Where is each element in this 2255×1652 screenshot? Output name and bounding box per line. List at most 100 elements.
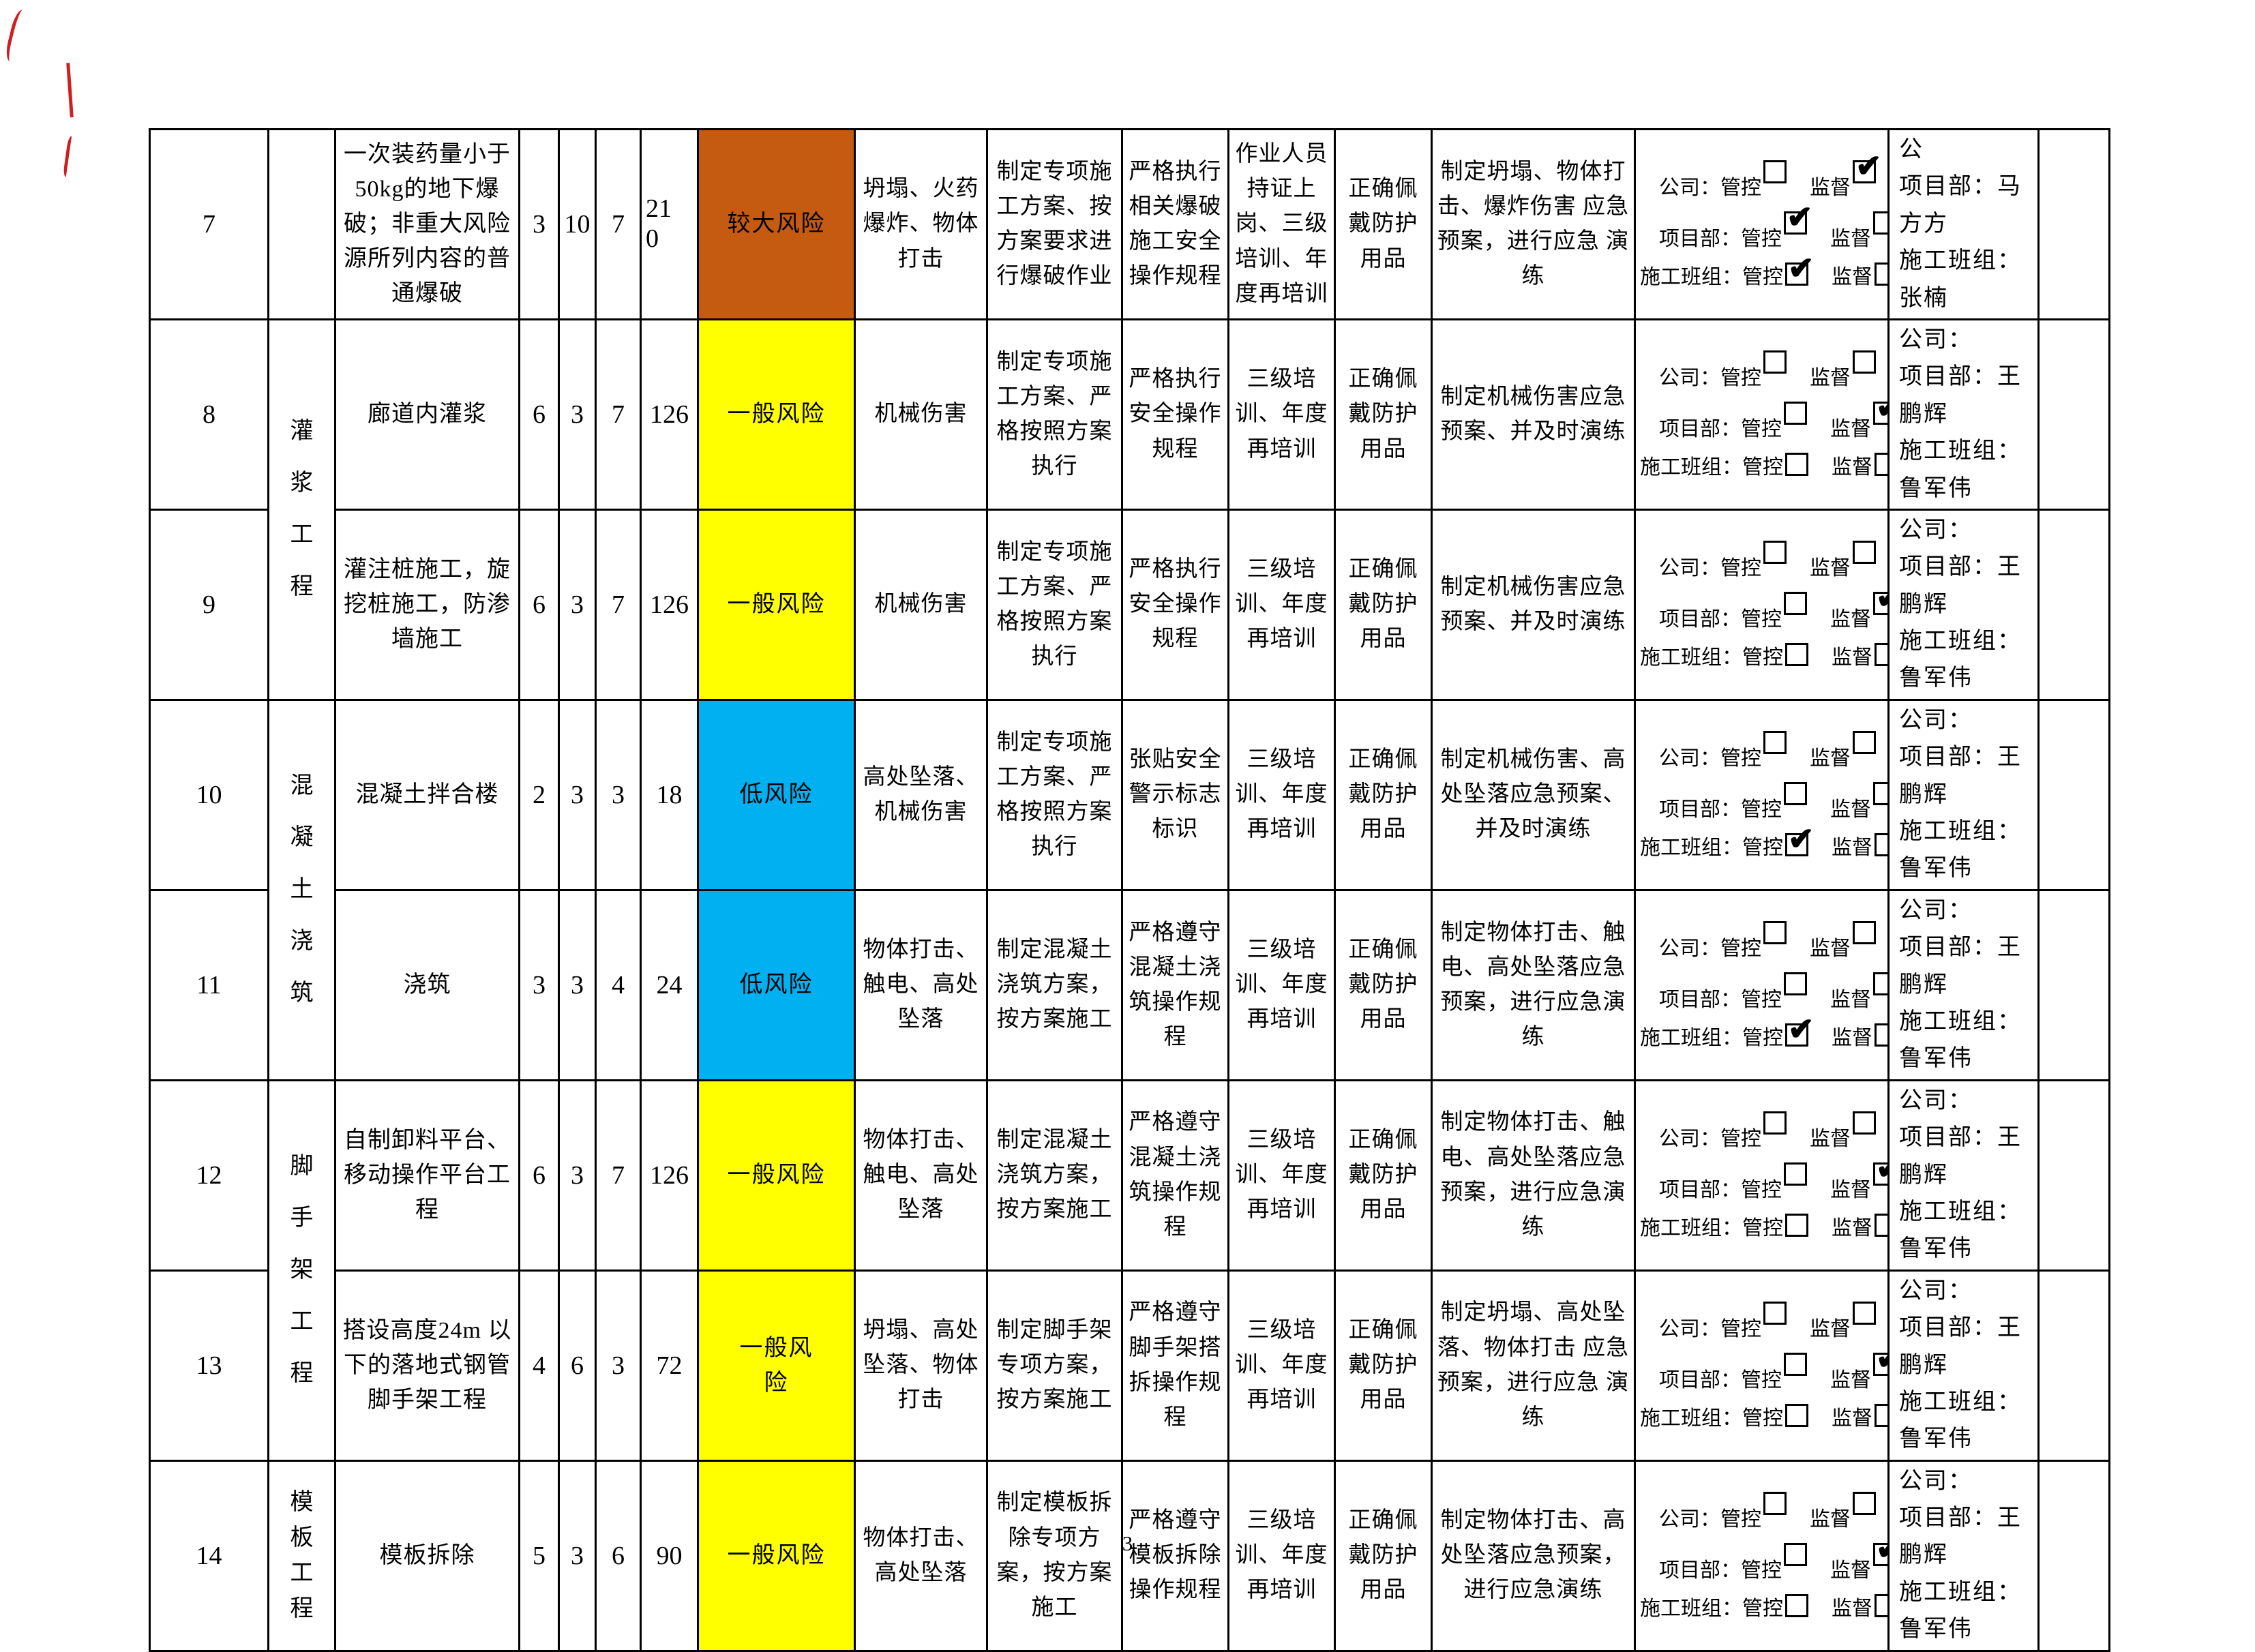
- control-label: 管控: [1741, 1178, 1782, 1201]
- red-annotation-mark: [3, 8, 33, 64]
- company-responsibility-line: 公司：管控 监督: [1640, 540, 1886, 580]
- project-control-checkbox[interactable]: [1784, 401, 1807, 425]
- ppe-cell: 正确佩戴防护用品: [1334, 1079, 1433, 1272]
- project-control-checkbox[interactable]: [1784, 1542, 1807, 1566]
- crew-control-checkbox[interactable]: [1785, 1014, 1815, 1047]
- crew-control-checkbox[interactable]: [1785, 1593, 1808, 1617]
- serial-cell: 8: [149, 318, 269, 511]
- supervise-label: 监督: [1830, 798, 1871, 821]
- serial-cell: 13: [149, 1269, 269, 1462]
- remark-cell: [2037, 318, 2110, 511]
- ppe-cell: 正确佩戴防护用品: [1334, 888, 1433, 1081]
- responsible-person-cell: 公司： 项目部：王鹏辉 施工班组：鲁军伟: [1887, 318, 2040, 511]
- crew-supervise-checkbox[interactable]: [1875, 1213, 1887, 1237]
- project-supervise-checkbox[interactable]: [1873, 211, 1887, 235]
- company-control-checkbox[interactable]: [1763, 1301, 1787, 1325]
- project-control-checkbox[interactable]: [1784, 202, 1813, 235]
- company-label: 公司：: [1659, 556, 1720, 580]
- company-label: 公司：: [1659, 176, 1720, 199]
- risk-level-cell: 一般风险: [697, 508, 856, 701]
- project-label: 项目部：: [1659, 607, 1741, 631]
- company-label: 公司：: [1659, 1317, 1720, 1340]
- company-supervise-checkbox[interactable]: [1853, 1491, 1876, 1515]
- crew-control-checkbox[interactable]: [1785, 1403, 1808, 1427]
- responsible-person-cell: 公司： 项目部：王鹏辉 施工班组：鲁军伟: [1887, 508, 2040, 701]
- project-control-checkbox[interactable]: [1784, 781, 1807, 805]
- training-cell: 作业人员持证上岗、三级培训、年度再培训: [1227, 128, 1336, 320]
- crew-supervise-checkbox[interactable]: [1875, 832, 1887, 856]
- company-supervise-checkbox[interactable]: [1853, 730, 1876, 754]
- crew-control-checkbox[interactable]: [1785, 642, 1808, 666]
- supervise-label: 监督: [1810, 366, 1851, 389]
- project-supervise-checkbox[interactable]: [1873, 582, 1887, 615]
- company-control-checkbox[interactable]: [1763, 350, 1787, 374]
- project-supervise-checkbox[interactable]: [1873, 1343, 1887, 1376]
- crew-control-checkbox[interactable]: [1785, 1213, 1808, 1237]
- control-label: 管控: [1742, 1216, 1783, 1240]
- activity-cell: 搭设高度24m 以下的落地式钢管脚手架工程: [334, 1269, 520, 1462]
- crew-supervise-checkbox[interactable]: [1875, 262, 1887, 286]
- company-supervise-checkbox[interactable]: [1853, 1111, 1876, 1135]
- l-value-cell: 6: [518, 1079, 560, 1272]
- responsible-person-cell: 公司： 项目部：王鹏辉 施工班组：鲁军伟: [1887, 698, 2040, 891]
- emergency-plan-cell: 制定机械伤害应急预案、并及时演练: [1431, 318, 1636, 511]
- red-annotation-mark: [66, 62, 78, 118]
- crew-supervise-checkbox[interactable]: [1875, 1023, 1887, 1047]
- ppe-cell: 正确佩戴防护用品: [1334, 128, 1433, 320]
- supervise-label: 监督: [1810, 747, 1851, 770]
- company-supervise-checkbox[interactable]: [1853, 920, 1876, 944]
- risk-level-cell: 较大风险: [697, 128, 856, 320]
- company-control-checkbox[interactable]: [1763, 730, 1787, 754]
- project-supervise-checkbox[interactable]: [1873, 972, 1887, 995]
- remark-cell: [2037, 508, 2110, 701]
- ppe-cell: 正确佩戴防护用品: [1334, 508, 1433, 701]
- company-control-checkbox[interactable]: [1763, 160, 1787, 183]
- company-control-checkbox[interactable]: [1763, 920, 1787, 944]
- supervise-label: 监督: [1832, 265, 1872, 288]
- supervise-label: 监督: [1832, 1026, 1872, 1049]
- project-label: 项目部：: [1659, 1368, 1741, 1392]
- project-control-checkbox[interactable]: [1784, 972, 1807, 995]
- project-supervise-checkbox[interactable]: [1873, 781, 1887, 805]
- supervise-label: 监督: [1830, 417, 1871, 440]
- company-control-checkbox[interactable]: [1763, 1491, 1787, 1515]
- crew-supervise-checkbox[interactable]: [1875, 452, 1887, 476]
- project-control-checkbox[interactable]: [1784, 591, 1807, 615]
- e-value-cell: 3: [558, 1079, 597, 1272]
- company-supervise-checkbox[interactable]: [1853, 540, 1876, 564]
- supervise-label: 监督: [1810, 1317, 1851, 1340]
- c-value-cell: 7: [595, 318, 642, 511]
- company-supervise-checkbox[interactable]: [1853, 151, 1882, 183]
- company-label: 公司：: [1659, 747, 1720, 770]
- company-supervise-checkbox[interactable]: [1853, 1301, 1876, 1325]
- project-control-checkbox[interactable]: [1784, 1352, 1807, 1376]
- crew-control-checkbox[interactable]: [1785, 824, 1815, 856]
- table-row: 8 灌 浆 工 程 廊道内灌浆 6 3 7 126 一般风险 机械伤害 制定专项…: [149, 318, 2110, 701]
- project-supervise-checkbox[interactable]: [1873, 1153, 1887, 1186]
- supervise-label: 监督: [1810, 1507, 1851, 1531]
- project-label: 项目部：: [1659, 798, 1741, 821]
- company-label: 公司：: [1659, 937, 1720, 960]
- crew-control-checkbox[interactable]: [1785, 452, 1808, 476]
- hazard-cell: 机械伤害: [854, 318, 988, 511]
- project-responsibility-line: 项目部：管控 监督: [1640, 392, 1887, 440]
- crew-control-checkbox[interactable]: [1785, 253, 1815, 286]
- control-label: 管控: [1720, 1317, 1761, 1340]
- company-label: 公司：: [1659, 366, 1720, 389]
- control-label: 管控: [1742, 836, 1783, 859]
- crew-supervise-checkbox[interactable]: [1875, 642, 1887, 666]
- crew-supervise-checkbox[interactable]: [1875, 1593, 1887, 1617]
- company-supervise-checkbox[interactable]: [1853, 350, 1876, 374]
- company-control-checkbox[interactable]: [1763, 540, 1787, 564]
- project-control-checkbox[interactable]: [1784, 1162, 1807, 1186]
- company-control-checkbox[interactable]: [1763, 1111, 1787, 1135]
- l-value-cell: 6: [518, 318, 560, 511]
- project-supervise-checkbox[interactable]: [1873, 1533, 1887, 1566]
- category-cell: 混 凝 土 浇 筑: [267, 698, 336, 1081]
- project-supervise-checkbox[interactable]: [1873, 392, 1887, 425]
- d-value-cell: 24: [640, 888, 699, 1081]
- category-cell: [267, 128, 336, 320]
- special-plan-cell: 制定专项施工方案、严格按照方案执行: [986, 318, 1123, 511]
- crew-supervise-checkbox[interactable]: [1875, 1403, 1887, 1427]
